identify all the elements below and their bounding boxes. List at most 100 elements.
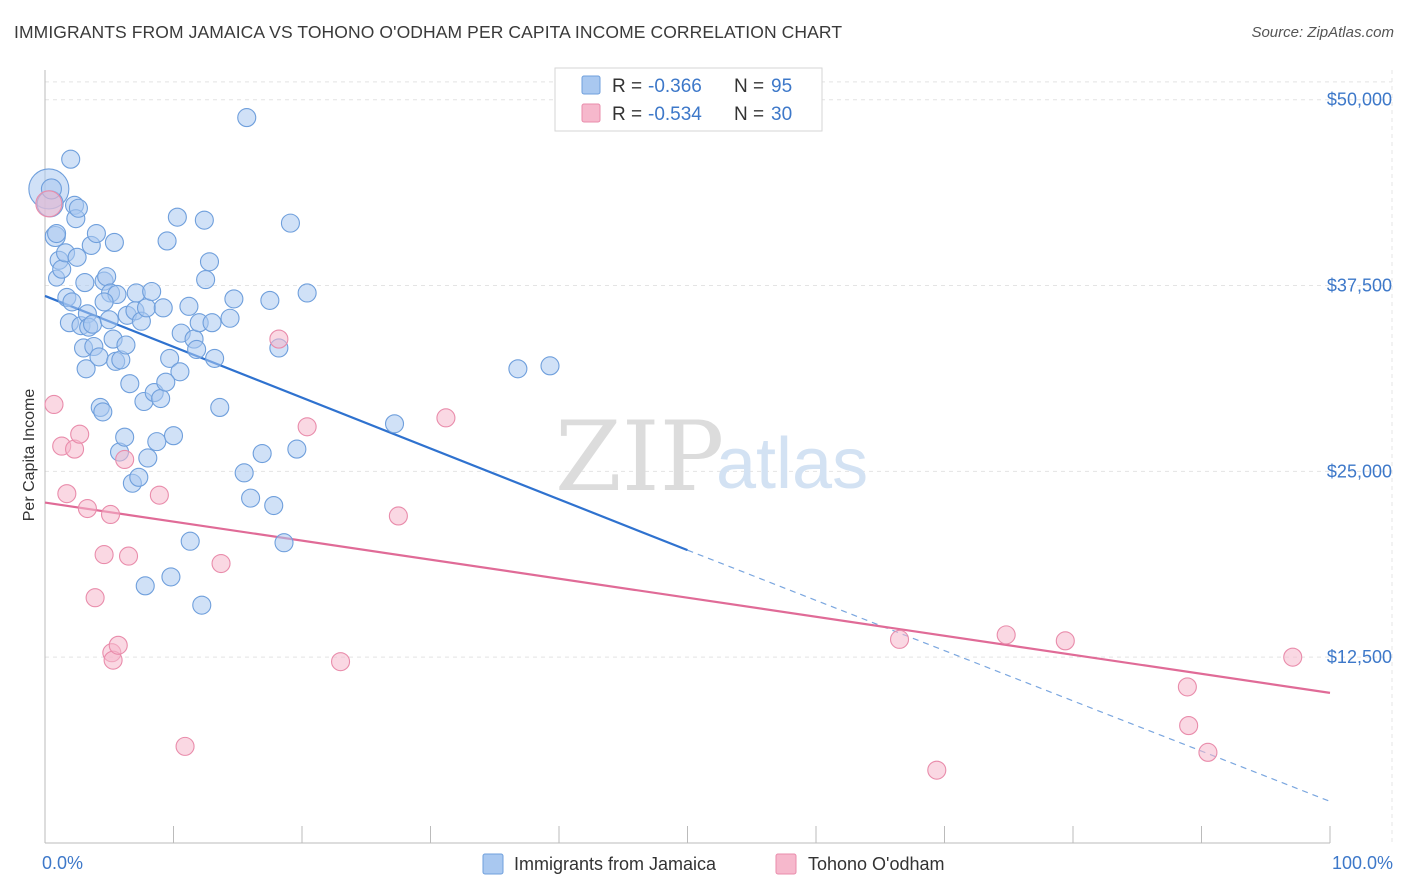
legend-r-value-1: -0.366 xyxy=(648,76,702,97)
data-point xyxy=(167,207,187,227)
data-point xyxy=(47,223,67,244)
data-point xyxy=(508,359,528,379)
data-point xyxy=(44,394,64,415)
data-point xyxy=(388,506,408,526)
watermark: ZIP atlas xyxy=(555,401,868,513)
data-point xyxy=(234,463,254,483)
x-tick-label: 0.0% xyxy=(42,853,83,873)
legend-n-label-2: N = xyxy=(734,104,764,125)
data-point xyxy=(199,252,220,272)
data-point xyxy=(211,553,231,574)
data-point xyxy=(89,347,109,367)
data-point xyxy=(179,296,199,316)
data-point xyxy=(135,576,155,596)
data-point xyxy=(889,629,910,649)
data-point xyxy=(61,149,81,169)
data-point xyxy=(76,359,96,379)
data-point xyxy=(147,432,167,452)
data-point xyxy=(436,408,456,428)
data-point xyxy=(192,595,212,615)
legend-r-label-1: R = xyxy=(612,76,642,97)
data-point xyxy=(1198,742,1218,762)
legend-r-label-2: R = xyxy=(612,104,642,125)
data-point xyxy=(187,339,207,360)
data-point xyxy=(237,108,257,128)
data-point xyxy=(100,504,121,525)
watermark-zip: ZIP xyxy=(555,401,724,513)
data-point xyxy=(99,310,119,330)
data-point xyxy=(68,198,88,218)
trendline-tohono xyxy=(44,501,1331,694)
chart-title: IMMIGRANTS FROM JAMAICA VS TOHONO O'ODHA… xyxy=(14,22,843,42)
legend-r-value-2: -0.534 xyxy=(648,104,702,125)
data-point xyxy=(384,414,405,434)
trendline-jamaica-extrapolated xyxy=(687,549,1331,802)
data-point xyxy=(274,533,294,553)
data-point xyxy=(252,443,272,464)
data-point xyxy=(180,531,200,551)
data-point xyxy=(62,292,82,312)
data-point xyxy=(142,281,162,302)
data-point xyxy=(94,545,114,565)
series-points-1 xyxy=(35,190,1303,780)
data-point xyxy=(70,424,90,444)
data-point xyxy=(85,588,105,608)
data-point xyxy=(57,484,77,504)
source-label: Source: ZipAtlas.com xyxy=(1251,24,1394,41)
data-point xyxy=(205,348,225,368)
data-point xyxy=(1177,677,1197,697)
data-point xyxy=(297,417,317,437)
data-point xyxy=(927,760,947,780)
data-point xyxy=(202,313,222,333)
data-point xyxy=(264,496,284,516)
data-point xyxy=(75,273,95,293)
series-points-0 xyxy=(28,108,560,615)
data-point xyxy=(297,283,317,303)
data-point xyxy=(116,335,136,355)
data-point xyxy=(153,298,173,318)
data-point xyxy=(157,231,177,251)
data-point xyxy=(97,267,117,287)
data-point xyxy=(161,567,181,587)
data-point xyxy=(224,289,244,309)
data-point xyxy=(1055,631,1075,651)
data-point xyxy=(163,426,184,446)
data-point xyxy=(220,308,240,328)
y-tick-label: $37,500 xyxy=(1327,276,1392,296)
x-tick-label: 100.0% xyxy=(1332,853,1393,873)
legend-n-value-1: 95 xyxy=(771,76,792,97)
data-point xyxy=(156,372,176,392)
data-point xyxy=(996,625,1016,645)
data-point xyxy=(1179,716,1199,736)
trendline-jamaica xyxy=(44,294,688,552)
data-point xyxy=(194,210,214,230)
y-tick-label: $12,500 xyxy=(1327,647,1392,667)
data-point xyxy=(120,374,140,394)
data-point xyxy=(287,439,307,459)
data-point xyxy=(52,259,72,279)
y-axis-label: Per Capita Income xyxy=(21,389,38,522)
data-point xyxy=(149,485,169,505)
data-point xyxy=(94,292,114,312)
data-point xyxy=(108,635,128,655)
data-point xyxy=(170,362,190,382)
data-point xyxy=(104,232,124,252)
legend-n-value-2: 30 xyxy=(771,104,792,125)
watermark-atlas: atlas xyxy=(716,424,868,504)
legend-swatch-tohono xyxy=(581,103,601,123)
data-points xyxy=(28,108,1303,780)
legend-n-label-1: N = xyxy=(734,76,764,97)
data-point xyxy=(136,298,157,318)
data-point xyxy=(1283,647,1303,667)
data-point xyxy=(269,329,289,349)
legend-swatch-jamaica xyxy=(581,75,601,95)
trendlines xyxy=(44,294,1331,802)
data-point xyxy=(67,247,87,267)
data-point xyxy=(196,270,216,290)
y-tick-labels: $12,500 $25,000 $37,500 $50,000 xyxy=(1327,90,1392,667)
data-point xyxy=(210,397,230,417)
data-point xyxy=(280,213,300,233)
data-point xyxy=(86,223,106,244)
y-tick-label: $25,000 xyxy=(1327,461,1392,481)
data-point xyxy=(540,356,560,376)
